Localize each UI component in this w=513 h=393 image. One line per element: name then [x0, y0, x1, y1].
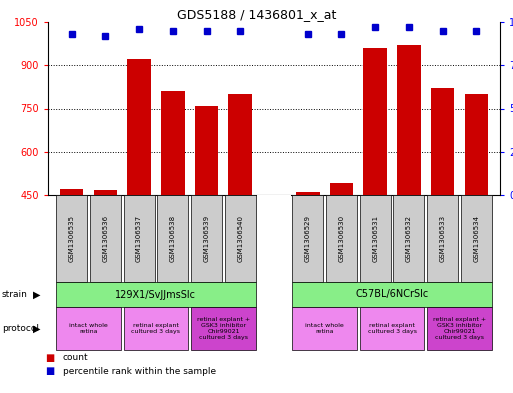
Bar [195, 106, 219, 195]
Bar [397, 45, 421, 195]
Text: protocol: protocol [2, 324, 39, 333]
Text: GSM1306529: GSM1306529 [305, 215, 311, 262]
Text: GSM1306538: GSM1306538 [170, 215, 176, 262]
Text: GDS5188 / 1436801_x_at: GDS5188 / 1436801_x_at [177, 8, 336, 21]
Text: GSM1306537: GSM1306537 [136, 215, 142, 262]
Text: ▶: ▶ [33, 290, 41, 299]
Bar [60, 189, 84, 195]
Text: retinal explant +
GSK3 inhibitor
Chir99021
cultured 3 days: retinal explant + GSK3 inhibitor Chir990… [197, 317, 250, 340]
Bar [161, 91, 185, 195]
Text: 129X1/SvJJmsSlc: 129X1/SvJJmsSlc [115, 290, 196, 299]
Text: GSM1306532: GSM1306532 [406, 215, 412, 262]
Text: percentile rank within the sample: percentile rank within the sample [63, 367, 216, 375]
Bar [363, 48, 387, 195]
Text: intact whole
retina: intact whole retina [69, 323, 108, 334]
Text: ■: ■ [45, 366, 54, 376]
Text: intact whole
retina: intact whole retina [305, 323, 344, 334]
Text: GSM1306540: GSM1306540 [238, 215, 243, 262]
Text: count: count [63, 353, 89, 362]
Text: GSM1306534: GSM1306534 [473, 215, 479, 262]
Text: GSM1306531: GSM1306531 [372, 215, 378, 262]
Bar [465, 94, 488, 195]
Text: strain: strain [2, 290, 28, 299]
Text: C57BL/6NCrSlc: C57BL/6NCrSlc [356, 290, 429, 299]
Bar [228, 94, 252, 195]
Bar [330, 184, 353, 195]
Text: GSM1306536: GSM1306536 [102, 215, 108, 262]
Text: GSM1306535: GSM1306535 [69, 215, 74, 262]
Bar [431, 88, 455, 195]
Text: GSM1306539: GSM1306539 [204, 215, 209, 262]
Text: retinal explant
cultured 3 days: retinal explant cultured 3 days [131, 323, 181, 334]
Bar [296, 191, 320, 195]
Text: ■: ■ [45, 353, 54, 363]
Text: ▶: ▶ [33, 323, 41, 334]
Text: retinal explant +
GSK3 inhibitor
Chir99021
cultured 3 days: retinal explant + GSK3 inhibitor Chir990… [433, 317, 486, 340]
Text: GSM1306530: GSM1306530 [339, 215, 344, 262]
Bar [127, 59, 151, 195]
Bar [93, 190, 117, 195]
Text: GSM1306533: GSM1306533 [440, 215, 446, 262]
Text: retinal explant
cultured 3 days: retinal explant cultured 3 days [367, 323, 417, 334]
